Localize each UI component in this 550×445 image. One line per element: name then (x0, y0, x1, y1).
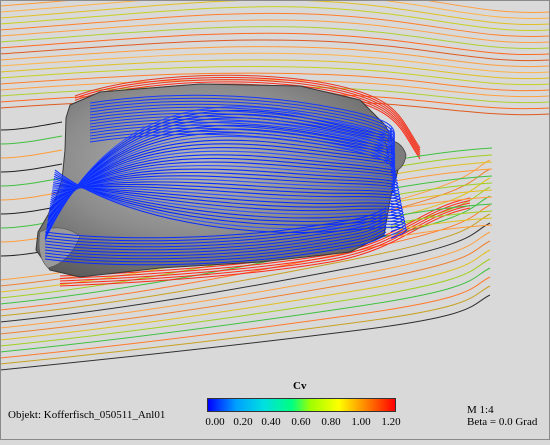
streamline (0, 39, 550, 62)
streamline (0, 191, 63, 201)
streamline (53, 182, 404, 219)
colorbar-tick: 0.20 (233, 416, 253, 428)
streamline (59, 200, 471, 279)
scale-label: M 1:4 (467, 404, 494, 416)
streamline (394, 161, 493, 175)
streamline (394, 196, 493, 210)
streamline (0, 135, 63, 145)
beta-label: Beta = 0.0 Grad (467, 416, 538, 428)
streamline (394, 182, 493, 196)
streamline (0, 32, 550, 56)
streamline (49, 168, 398, 205)
streamline (50, 171, 399, 203)
streamline (394, 203, 493, 217)
streamline (44, 106, 393, 241)
streamline (59, 202, 471, 282)
streamline (0, 249, 491, 341)
colorbar-tick: 0.40 (261, 416, 281, 428)
streamline (0, 258, 491, 347)
streamline (46, 124, 393, 230)
streamline (0, 222, 491, 323)
streamline (0, 231, 491, 329)
streamline (0, 59, 550, 80)
streamline (51, 185, 402, 206)
streamline (59, 205, 471, 284)
streamline (74, 74, 421, 149)
streamline (44, 225, 387, 257)
streamline (0, 240, 491, 335)
streamline (53, 177, 405, 226)
streamline (394, 210, 493, 224)
streamline (0, 294, 491, 371)
streamline (0, 149, 63, 159)
streamline (74, 79, 421, 153)
streamline (0, 6, 550, 31)
streamline (44, 228, 387, 260)
streamline (0, 46, 550, 68)
streamline (0, 12, 550, 38)
streamline (0, 0, 550, 25)
streamline (45, 121, 393, 232)
streamline (0, 0, 550, 13)
colorbar (207, 398, 396, 412)
streamline (394, 189, 493, 203)
streamline (0, 26, 550, 50)
object-label: Objekt: Kofferfisch_050511_Anl01 (8, 409, 166, 421)
streamline (49, 161, 397, 209)
streamline (44, 213, 387, 245)
streamline (44, 207, 387, 239)
streamline (44, 216, 387, 248)
streamline (46, 128, 394, 228)
streamline (44, 234, 387, 266)
streamline (394, 147, 493, 161)
streamline (0, 52, 550, 74)
streamline (0, 163, 63, 173)
colorbar-tick: 0.60 (291, 416, 311, 428)
streamline (54, 171, 407, 236)
streamline (0, 276, 491, 359)
streamline (394, 168, 493, 182)
streamline (74, 81, 421, 155)
surface-streamlines (44, 94, 407, 266)
streamline (54, 169, 407, 239)
streamline (44, 222, 387, 254)
streamline (44, 231, 387, 263)
streamline (0, 285, 491, 365)
streamline (52, 184, 403, 216)
streamline (0, 121, 63, 131)
streamline (44, 210, 387, 242)
colorbar-tick: 1.00 (351, 416, 371, 428)
colorbar-tick: 0.80 (321, 416, 341, 428)
colorbar-tick: 1.20 (381, 416, 401, 428)
streamline (0, 65, 550, 86)
streamline (0, 19, 550, 44)
streamline (89, 133, 396, 195)
streamline (48, 154, 396, 213)
streamline (48, 157, 397, 211)
streamline (53, 180, 404, 223)
streamline (0, 177, 63, 187)
streamline (52, 186, 403, 213)
colorbar-title: Cv (293, 380, 307, 392)
streamline (74, 76, 421, 151)
streamline (394, 224, 493, 238)
streamline (44, 219, 387, 251)
streamline (0, 0, 550, 19)
streamline (394, 175, 493, 189)
streamline (52, 186, 402, 209)
streamline (49, 165, 398, 207)
streamline (0, 267, 491, 353)
streamline (394, 154, 493, 168)
streamline (0, 72, 550, 92)
colorbar-tick: 0.00 (205, 416, 225, 428)
